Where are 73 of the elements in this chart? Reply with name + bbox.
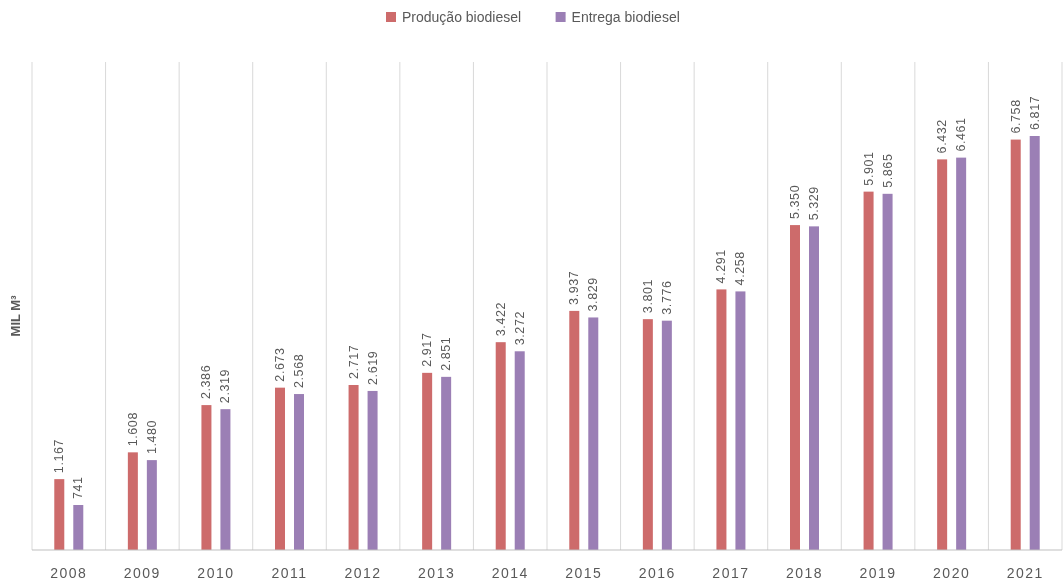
bar xyxy=(882,193,893,550)
bar xyxy=(514,351,525,550)
bar xyxy=(569,310,580,550)
bar xyxy=(588,317,599,550)
data-label: 2.319 xyxy=(218,368,233,404)
x-tick-label: 2012 xyxy=(344,565,382,581)
data-label: 6.461 xyxy=(954,117,969,152)
data-label: 2.673 xyxy=(273,347,287,382)
bar xyxy=(642,319,653,550)
bar xyxy=(956,157,967,550)
y-axis-title: MIL M³ xyxy=(8,294,23,337)
data-label: 3.937 xyxy=(567,270,582,305)
bar xyxy=(1029,136,1040,550)
x-tick-label: 2018 xyxy=(785,565,824,581)
data-label: 3.272 xyxy=(512,311,527,346)
bar xyxy=(1010,139,1021,550)
data-label: 3.829 xyxy=(586,277,601,312)
bar xyxy=(54,479,65,550)
x-tick-label: 2009 xyxy=(123,565,161,581)
data-label: 1.480 xyxy=(144,419,159,455)
data-label: 2.717 xyxy=(346,344,361,379)
bar xyxy=(348,385,359,550)
x-tick-label: 2014 xyxy=(491,565,529,581)
data-label: 2.568 xyxy=(292,353,306,389)
bar xyxy=(937,159,948,550)
x-tick-label: 2010 xyxy=(197,565,235,581)
data-label: 6.432 xyxy=(935,119,950,154)
bar xyxy=(422,372,433,550)
data-label: 1.167 xyxy=(52,438,67,474)
bar xyxy=(367,390,378,550)
bar xyxy=(495,342,506,550)
data-label: 6.817 xyxy=(1027,95,1042,130)
bar xyxy=(220,409,231,550)
data-label: 3.776 xyxy=(659,280,674,315)
x-tick-label: 2019 xyxy=(859,565,897,581)
data-label: 3.801 xyxy=(640,278,655,314)
bar xyxy=(275,387,285,550)
data-label: 741 xyxy=(71,476,86,499)
legend-label: Produção biodiesel xyxy=(402,9,522,25)
x-tick-label: 2008 xyxy=(50,565,88,581)
bar xyxy=(809,226,819,550)
data-label: 2.917 xyxy=(420,332,435,367)
bar xyxy=(294,394,304,550)
data-label: 5.865 xyxy=(880,153,895,188)
data-label: 5.350 xyxy=(788,184,802,220)
x-tick-label: 2011 xyxy=(271,565,308,581)
bar xyxy=(661,320,672,550)
data-label: 4.258 xyxy=(733,251,748,286)
data-label: 5.329 xyxy=(807,186,821,221)
bar xyxy=(127,452,138,550)
data-label: 2.619 xyxy=(365,350,380,385)
data-label: 1.608 xyxy=(125,412,140,447)
bar xyxy=(441,376,452,550)
bar xyxy=(735,291,746,550)
x-tick-label: 2020 xyxy=(933,565,971,581)
data-label: 2.851 xyxy=(439,336,454,371)
data-label: 6.758 xyxy=(1008,99,1023,134)
data-label: 5.901 xyxy=(861,151,876,186)
x-tick-label: 2017 xyxy=(712,565,750,581)
bar xyxy=(716,289,727,550)
legend-label: Entrega biodiesel xyxy=(571,9,680,25)
data-label: 4.291 xyxy=(714,249,729,284)
bar xyxy=(146,460,157,550)
bar xyxy=(201,405,212,550)
bar xyxy=(790,225,800,550)
x-tick-label: 2015 xyxy=(565,565,603,581)
bar xyxy=(863,191,874,550)
bar xyxy=(73,505,84,550)
x-tick-label: 2021 xyxy=(1006,565,1044,581)
data-label: 2.386 xyxy=(199,364,214,400)
data-label: 3.422 xyxy=(493,301,508,337)
x-tick-label: 2016 xyxy=(638,565,676,581)
x-tick-label: 2013 xyxy=(418,565,456,581)
